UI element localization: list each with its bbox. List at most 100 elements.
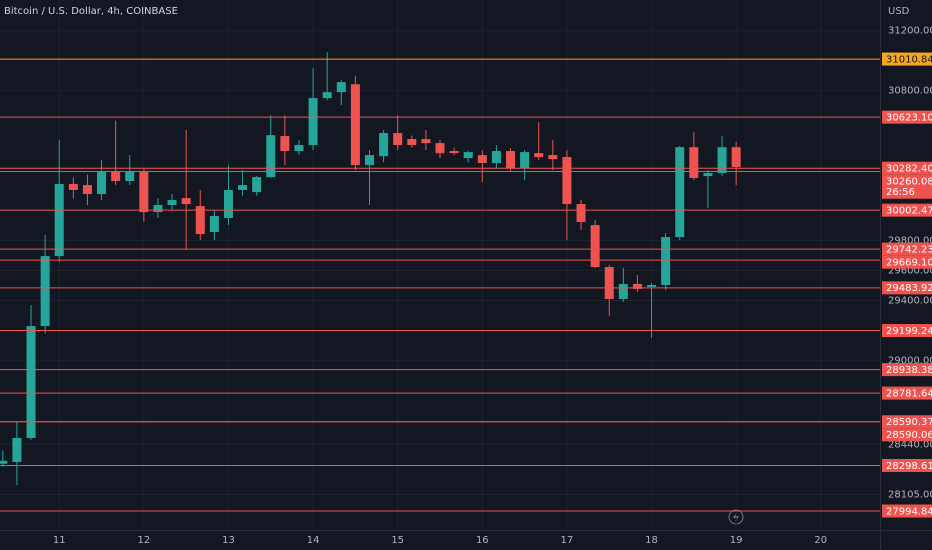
candle-body xyxy=(661,237,671,286)
x-tick-label: 17 xyxy=(561,535,574,546)
candle-body xyxy=(167,200,177,205)
candle-body xyxy=(82,185,92,195)
level-label-box xyxy=(882,255,932,269)
level-label: 28298.61 xyxy=(886,461,932,472)
level-label-box xyxy=(882,110,932,124)
currency-label: USD xyxy=(888,6,910,17)
level-label-box xyxy=(882,363,932,377)
candle-body xyxy=(0,460,8,464)
level-label-box xyxy=(882,428,932,442)
candle-body xyxy=(717,147,727,174)
candle-body xyxy=(449,151,459,154)
level-label: 27994.84 xyxy=(886,506,932,517)
level-label: 29669.10 xyxy=(886,257,932,268)
candle-body xyxy=(618,283,628,299)
level-label-box xyxy=(882,324,932,338)
candle-body xyxy=(252,177,262,193)
candle-body xyxy=(548,155,558,160)
level-label-box xyxy=(882,174,932,199)
candle-body xyxy=(576,204,586,223)
candle-body xyxy=(209,215,219,232)
level-label: 30623.10 xyxy=(886,112,932,123)
candle-body xyxy=(68,184,78,191)
x-tick-label: 12 xyxy=(137,535,150,546)
candle-body xyxy=(647,285,657,287)
candle-body xyxy=(477,155,487,164)
level-label: 29742.23 xyxy=(886,244,932,255)
candle-body xyxy=(350,84,360,166)
candle-body xyxy=(435,143,445,154)
level-label: 30282.40 xyxy=(886,164,932,175)
level-label-box xyxy=(882,161,932,175)
y-tick-label: 29400.00 xyxy=(888,295,932,306)
x-tick-label: 16 xyxy=(476,535,489,546)
countdown-label: 26:56 xyxy=(886,187,915,198)
candle-body xyxy=(322,92,332,99)
y-tick-label: 28105.00 xyxy=(888,489,932,500)
candle-body xyxy=(223,190,233,219)
level-label-box xyxy=(882,52,932,66)
candle-body xyxy=(125,172,135,182)
level-label: 28938.38 xyxy=(886,365,932,376)
candle-body xyxy=(463,152,473,159)
candle-body xyxy=(308,98,318,146)
candle-body xyxy=(562,157,572,205)
level-label: 31010.84 xyxy=(886,54,932,65)
candle-body xyxy=(520,152,530,169)
y-tick-label: 29000.00 xyxy=(888,355,932,366)
candle-body xyxy=(731,147,741,168)
candle-body xyxy=(421,139,431,144)
level-label: 29483.92 xyxy=(886,283,932,294)
x-tick-label: 13 xyxy=(222,535,235,546)
candle-body xyxy=(153,204,163,213)
candle-body xyxy=(294,145,304,152)
candle-body xyxy=(379,133,389,157)
x-tick-label: 20 xyxy=(814,535,827,546)
grid xyxy=(0,0,880,530)
candle-body xyxy=(97,172,107,195)
candle-body xyxy=(393,133,403,146)
y-tick-label: 31200.00 xyxy=(888,26,932,37)
candle-body xyxy=(675,147,685,238)
x-tick-label: 19 xyxy=(730,535,743,546)
y-tick-label: 28440.00 xyxy=(888,439,932,450)
x-tick-label: 11 xyxy=(53,535,66,546)
candle-body xyxy=(364,155,374,166)
level-label: 28781.64 xyxy=(886,388,932,399)
y-tick-label: 29800.00 xyxy=(888,236,932,247)
level-label: 30002.47 xyxy=(886,205,932,216)
candle-body xyxy=(238,185,248,191)
candle-body xyxy=(689,147,699,179)
candle-body xyxy=(12,437,22,462)
x-tick-label: 15 xyxy=(391,535,404,546)
candle-body xyxy=(336,82,346,93)
level-label: 30260.08 xyxy=(886,177,932,188)
candle-body xyxy=(604,267,614,299)
level-label-box xyxy=(882,504,932,518)
candle-body xyxy=(703,173,713,177)
level-label-box xyxy=(882,458,932,472)
candle-body xyxy=(632,283,642,289)
chart-title: Bitcoin / U.S. Dollar, 4h, COINBASE xyxy=(4,6,178,17)
y-tick-label: 30800.00 xyxy=(888,86,932,97)
candle-body xyxy=(111,172,121,182)
level-label: 28590.37 xyxy=(886,417,932,428)
level-label-box xyxy=(882,203,932,217)
level-label-box xyxy=(882,242,932,256)
level-label-box xyxy=(882,281,932,295)
x-tick-label: 14 xyxy=(307,535,320,546)
candle-body xyxy=(195,206,205,235)
y-tick-label: 29600.00 xyxy=(888,265,932,276)
candle-body xyxy=(40,256,50,327)
candle-body xyxy=(534,153,544,158)
candle-body xyxy=(506,151,516,169)
candle-body xyxy=(590,225,600,268)
x-tick-label: 18 xyxy=(645,535,658,546)
candle-body xyxy=(266,135,276,178)
candle-body xyxy=(181,198,191,205)
level-label-box xyxy=(882,415,932,429)
candle-body xyxy=(54,184,64,257)
level-label: 28590.06 xyxy=(886,430,932,441)
candle-body xyxy=(139,172,149,213)
